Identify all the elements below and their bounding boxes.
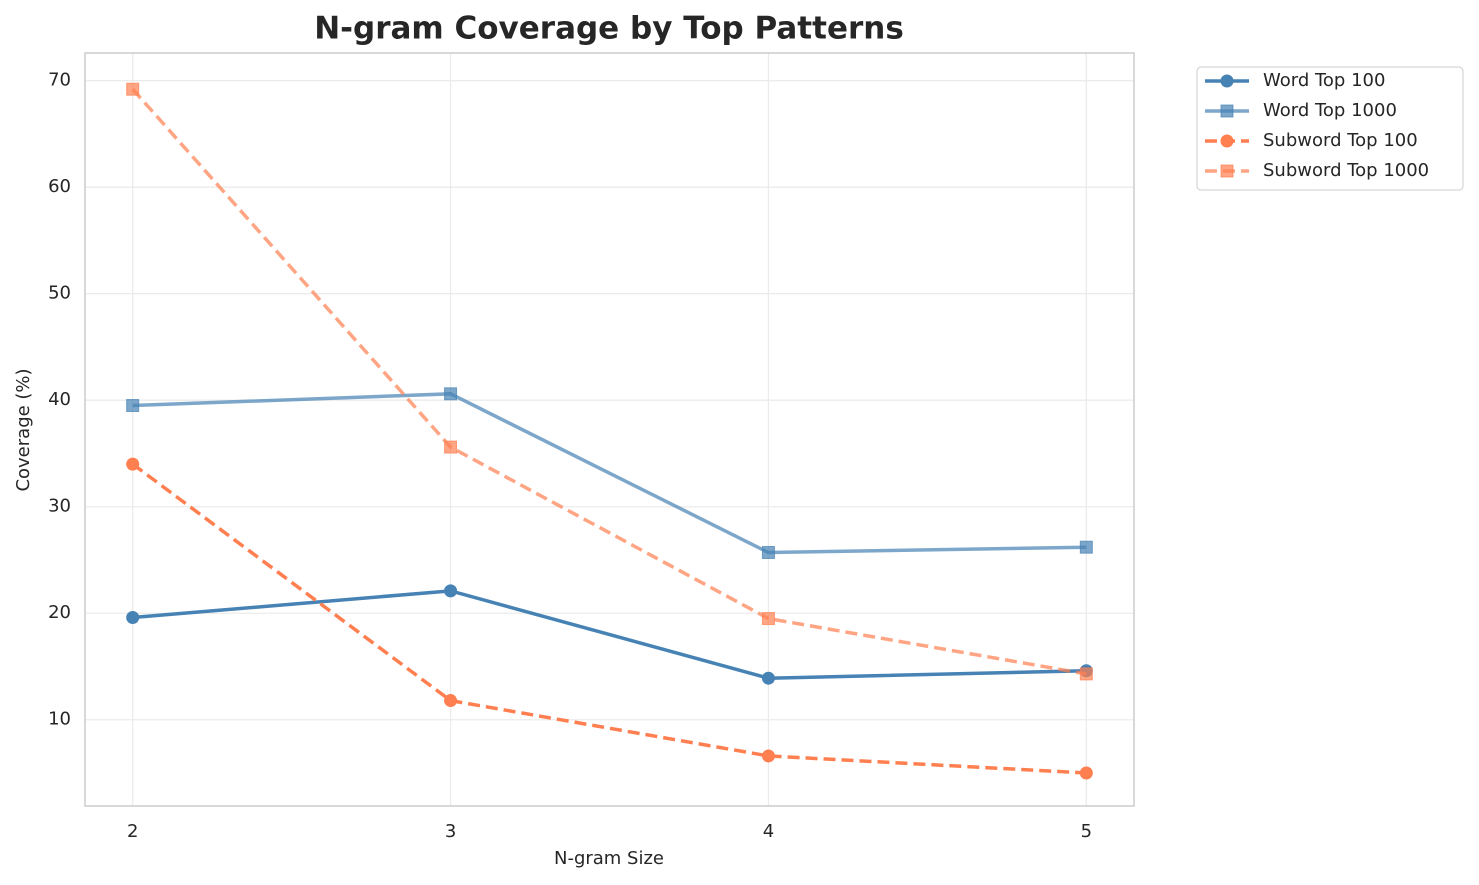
legend-marker — [1220, 74, 1234, 88]
series-line — [131, 88, 1087, 676]
x-tick-label: 3 — [445, 821, 456, 842]
legend-label: Word Top 1000 — [1263, 100, 1397, 121]
series-line — [131, 462, 1087, 775]
marker — [761, 749, 775, 763]
x-tick-label: 5 — [1081, 821, 1092, 842]
marker — [1079, 667, 1093, 681]
legend-label: Word Top 100 — [1263, 70, 1385, 91]
marker — [1079, 540, 1093, 554]
legend-marker — [1220, 164, 1234, 178]
legend-box — [1196, 66, 1464, 191]
y-axis-label: Coverage (%) — [13, 368, 34, 491]
marker — [761, 671, 775, 685]
marker — [126, 457, 140, 471]
plot-frame — [84, 52, 1135, 807]
marker — [761, 612, 775, 626]
marker — [126, 610, 140, 624]
marker — [761, 546, 775, 560]
y-tick-label: 50 — [48, 283, 71, 304]
marker — [1079, 766, 1093, 780]
y-tick-label: 20 — [48, 602, 71, 623]
legend-marker — [1220, 104, 1234, 118]
x-axis-label: N-gram Size — [554, 848, 664, 869]
legend-marker — [1220, 134, 1234, 148]
x-tick-label: 4 — [763, 821, 774, 842]
marker — [444, 584, 458, 598]
marker — [126, 82, 140, 96]
series-line — [132, 392, 1087, 555]
legend-label: Subword Top 100 — [1263, 130, 1418, 151]
marker — [444, 440, 458, 454]
x-tick-label: 2 — [127, 821, 138, 842]
series-line — [132, 589, 1087, 680]
y-tick-label: 10 — [48, 709, 71, 730]
marker — [126, 399, 140, 413]
y-tick-label: 40 — [48, 389, 71, 410]
legend-label: Subword Top 1000 — [1263, 160, 1429, 181]
chart-title: N-gram Coverage by Top Patterns — [314, 11, 904, 47]
marker — [444, 387, 458, 401]
marker — [444, 694, 458, 708]
y-tick-label: 70 — [48, 70, 71, 91]
y-tick-label: 60 — [48, 176, 71, 197]
y-tick-label: 30 — [48, 496, 71, 517]
